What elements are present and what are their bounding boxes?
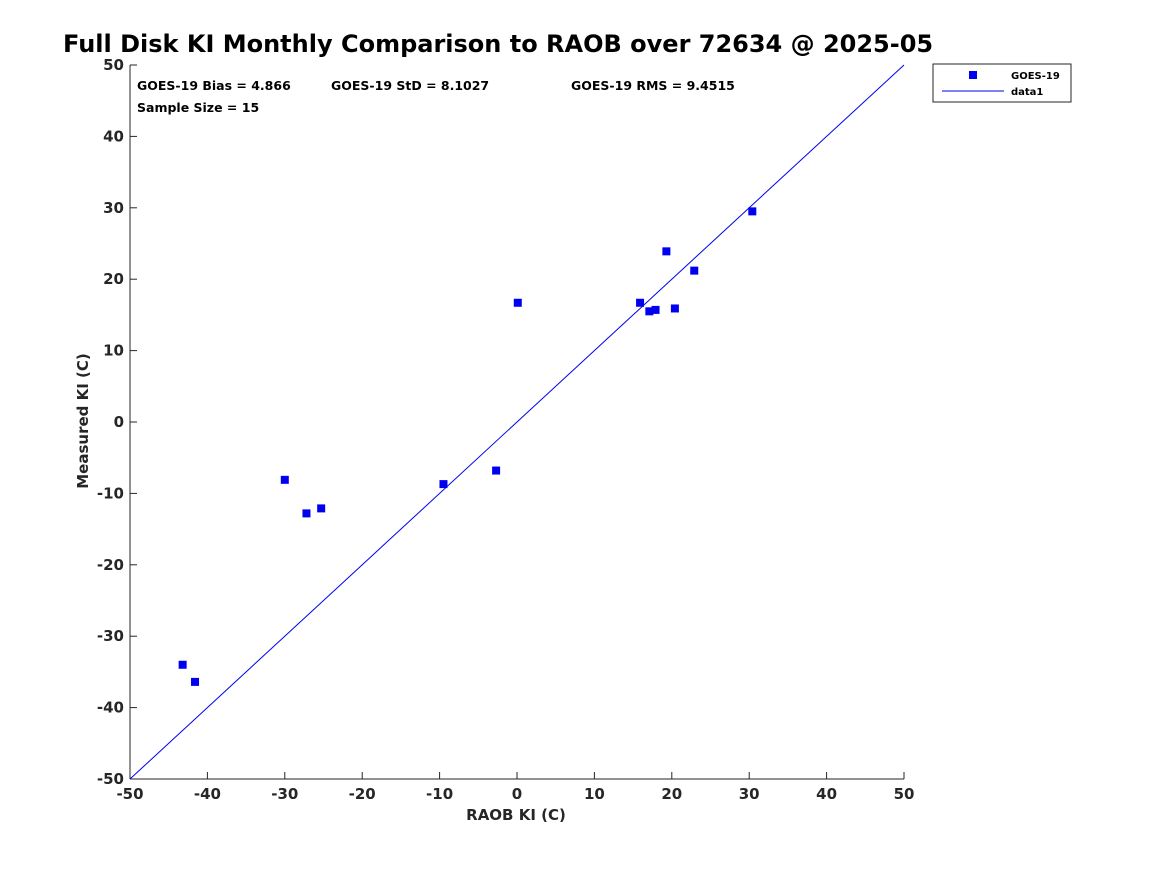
x-tick-label: 0 <box>512 785 522 803</box>
x-axis-label: RAOB KI (C) <box>466 806 566 824</box>
data-point-goes19 <box>439 480 448 489</box>
x-tick-label: -30 <box>271 785 298 803</box>
data-point-goes19 <box>178 660 187 669</box>
data-point-goes19 <box>513 298 522 307</box>
chart-title: Full Disk KI Monthly Comparison to RAOB … <box>63 30 933 58</box>
x-tick-label: 20 <box>661 785 682 803</box>
x-tick-label: 10 <box>584 785 605 803</box>
data-point-goes19 <box>280 475 289 484</box>
y-tick-label: 0 <box>114 413 124 431</box>
sample-size-annotation: Sample Size = 15 <box>137 100 259 115</box>
rms-annotation: GOES-19 RMS = 9.4515 <box>571 78 735 93</box>
y-tick-label: -30 <box>97 627 124 645</box>
x-tick-label: -20 <box>349 785 376 803</box>
data-point-goes19 <box>317 504 326 513</box>
y-tick-label: 10 <box>103 342 124 360</box>
y-tick-label: 40 <box>103 127 124 145</box>
y-tick-label: 20 <box>103 270 124 288</box>
x-tick-label: 40 <box>816 785 837 803</box>
data-point-goes19 <box>662 247 671 256</box>
data-point-goes19 <box>670 304 679 313</box>
y-tick-label: -50 <box>97 770 124 788</box>
y-axis-label: Measured KI (C) <box>74 353 92 489</box>
x-tick-label: -50 <box>116 785 143 803</box>
legend-label-goes19: GOES-19 <box>1011 71 1060 82</box>
data-point-goes19 <box>492 466 501 475</box>
data-point-goes19 <box>645 307 654 316</box>
legend-box <box>932 63 1072 103</box>
tick-labels: -50 -40 -30 -20 -10 0 10 20 30 40 50 -50 -40 -30 -20 -1… <box>97 56 915 803</box>
legend-label-data1: data1 <box>1011 87 1043 98</box>
y-tick-label: -40 <box>97 699 124 717</box>
legend: GOES-19 data1 <box>932 63 1072 103</box>
y-tick-label: -10 <box>97 484 124 502</box>
x-tick-label: -10 <box>426 785 453 803</box>
axes <box>129 64 905 780</box>
data-point-goes19 <box>191 677 200 686</box>
x-tick-label: 50 <box>894 785 915 803</box>
data-point-goes19 <box>636 298 645 307</box>
std-annotation: GOES-19 StD = 8.1027 <box>331 78 489 93</box>
data-point-goes19 <box>302 509 311 518</box>
y-tick-label: 30 <box>103 199 124 217</box>
y-tick-label: 50 <box>103 56 124 74</box>
legend-marker-goes19 <box>969 71 977 79</box>
y-tick-label: -20 <box>97 556 124 574</box>
data-point-goes19 <box>690 266 699 275</box>
plot-area <box>129 64 905 780</box>
data-point-goes19 <box>651 305 660 314</box>
x-tick-label: 30 <box>739 785 760 803</box>
line-data1 <box>129 64 905 780</box>
bias-annotation: GOES-19 Bias = 4.866 <box>137 78 291 93</box>
data-point-goes19 <box>748 207 757 216</box>
x-tick-label: -40 <box>194 785 221 803</box>
